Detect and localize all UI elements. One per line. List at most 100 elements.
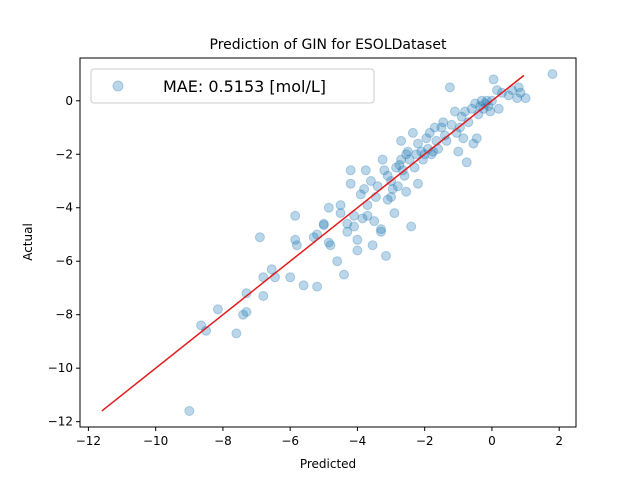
legend: MAE: 0.5153 [mol/L] (90, 68, 375, 104)
legend-marker (112, 80, 124, 92)
data-point (357, 213, 368, 224)
data-point (318, 220, 329, 231)
data-point (396, 154, 407, 165)
y-axis-label: Actual (21, 223, 35, 261)
data-point (520, 93, 531, 104)
data-point (461, 157, 472, 168)
data-point (476, 95, 487, 106)
data-point (438, 117, 449, 128)
data-point (453, 146, 464, 157)
data-point (492, 85, 502, 96)
legend-label: MAE: 0.5153 [mol/L] (163, 77, 326, 96)
data-point (394, 160, 405, 170)
data-point (421, 133, 432, 144)
data-point (376, 226, 386, 237)
data-point (285, 272, 296, 283)
data-point (429, 122, 440, 133)
x-tick-label: −6 (281, 434, 299, 448)
data-point (488, 74, 499, 85)
data-point (290, 210, 301, 221)
y-tick-label: −10 (48, 361, 73, 375)
data-point (345, 178, 356, 189)
y-axis-ticks: −12 −10 −8 −6 −4 −2 0 (48, 94, 80, 429)
x-tick-label: −12 (76, 434, 101, 448)
data-point (359, 184, 370, 194)
data-point (513, 82, 524, 93)
data-point (436, 122, 447, 133)
data-point (413, 178, 423, 189)
data-point (184, 406, 195, 416)
data-point (241, 307, 252, 317)
data-point (355, 189, 366, 200)
data-point (367, 240, 378, 251)
data-point (381, 250, 391, 261)
data-point (387, 184, 398, 194)
data-point (342, 218, 353, 229)
data-point (291, 240, 302, 251)
data-point (515, 87, 526, 98)
reference-line-group (101, 74, 525, 412)
data-point (547, 69, 558, 79)
reference-line (101, 74, 525, 412)
data-point (349, 221, 360, 232)
data-point (231, 328, 242, 339)
data-point (424, 127, 435, 138)
data-point (413, 138, 423, 149)
data-point (446, 119, 457, 130)
x-tick-label: −8 (214, 434, 232, 448)
data-point (377, 154, 388, 165)
x-tick-label: 0 (488, 434, 496, 448)
data-point (290, 234, 301, 245)
y-tick-label: −12 (48, 415, 73, 429)
data-point (212, 304, 223, 315)
data-point (458, 133, 469, 144)
data-point (401, 149, 412, 160)
data-point (404, 154, 415, 165)
data-point (335, 200, 346, 211)
data-point (369, 216, 380, 227)
y-tick-label: −2 (55, 147, 73, 161)
data-point (512, 93, 523, 104)
data-point (382, 170, 393, 181)
data-point (238, 309, 249, 320)
x-tick-label: −2 (416, 434, 434, 448)
y-tick-label: −4 (55, 201, 73, 215)
data-point (460, 106, 470, 117)
data-point (485, 106, 496, 117)
data-point (402, 146, 413, 157)
data-point (392, 181, 403, 192)
data-point (471, 133, 482, 144)
data-point (376, 224, 386, 235)
data-point (379, 165, 390, 176)
data-point (352, 234, 363, 245)
data-point (323, 237, 334, 248)
data-point (449, 106, 460, 117)
x-tick-label: 2 (555, 434, 563, 448)
legend-box (90, 68, 375, 104)
data-point (466, 103, 477, 114)
y-tick-label: −8 (55, 308, 73, 322)
data-point (411, 149, 422, 160)
data-point (406, 221, 417, 232)
data-point (266, 264, 277, 275)
data-point (345, 165, 356, 176)
plot-frame (79, 57, 577, 428)
data-point (342, 226, 353, 237)
data-point (312, 281, 323, 292)
data-point (298, 280, 309, 291)
data-point (362, 210, 373, 221)
data-point (401, 186, 412, 197)
data-point (470, 98, 481, 109)
data-point (318, 218, 329, 229)
data-point (332, 256, 343, 267)
y-tick-label: −6 (55, 254, 73, 268)
x-axis-ticks: −12 −10 −8 −6 −4 −2 0 2 (76, 427, 563, 448)
data-point (391, 162, 402, 173)
data-point (352, 245, 363, 256)
data-point (456, 111, 467, 122)
scatter-points (184, 69, 558, 416)
data-point (360, 165, 371, 176)
data-point (254, 232, 265, 243)
data-point (503, 90, 514, 101)
